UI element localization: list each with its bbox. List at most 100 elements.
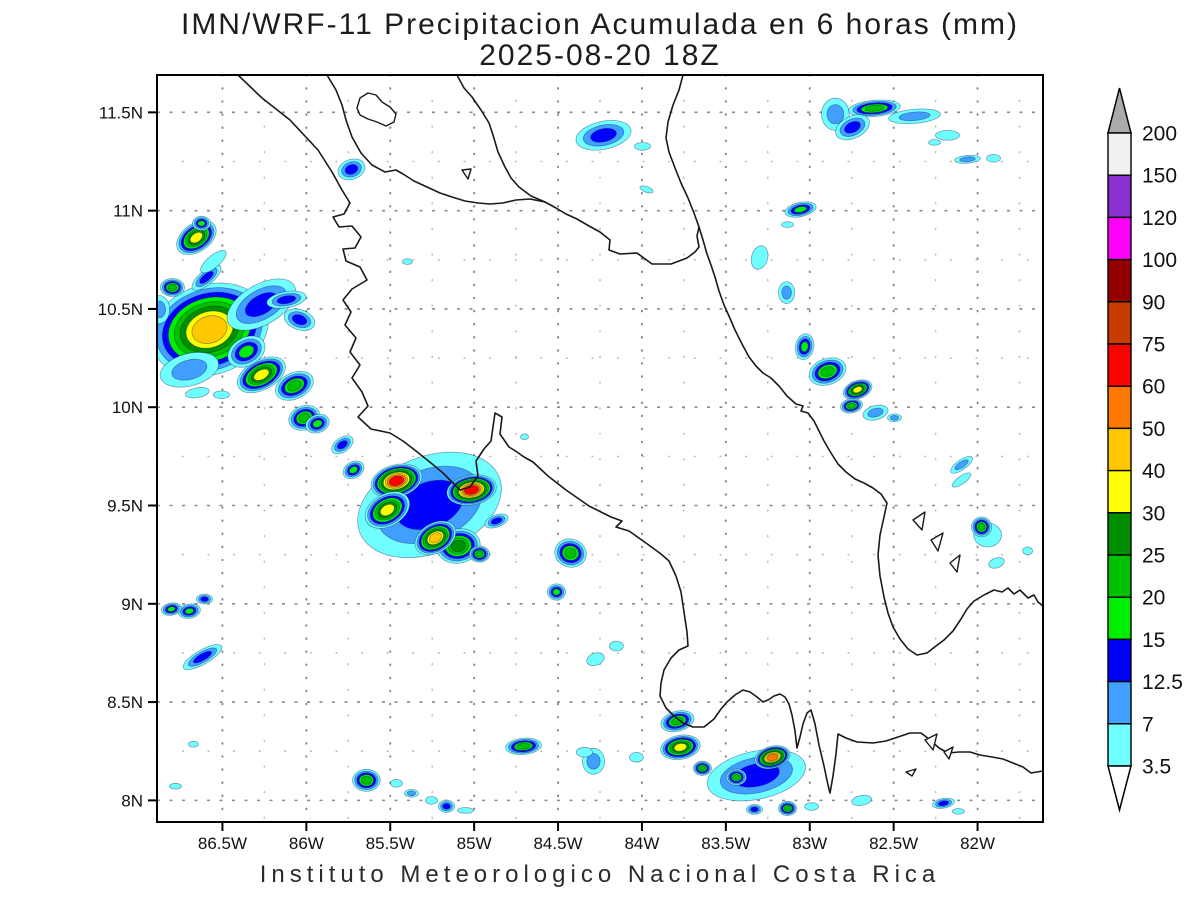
- lake-nicaragua-east-shore: [456, 75, 546, 203]
- precip-cell: [629, 751, 644, 763]
- precip-cell: [425, 796, 438, 805]
- precip-cell: [848, 99, 901, 118]
- precip-cell: [745, 804, 764, 815]
- precip-cell: [200, 249, 227, 274]
- precip-cell: [804, 802, 819, 811]
- x-tick-label: 84W: [624, 834, 659, 853]
- colorbar-tick-label: 200: [1142, 123, 1177, 146]
- colorbar-tick-label: 30: [1142, 502, 1165, 525]
- precip-cell: [692, 760, 712, 776]
- precip-cell: [784, 201, 817, 218]
- colorbar: 200 150 120 100 90 75 60 50 40 30 25 20 15 12.5 7 3.5: [1107, 87, 1183, 813]
- lake-nicaragua-shore-and-san-juan-river: [326, 75, 700, 265]
- x-tick-label: 82W: [960, 834, 995, 853]
- precip-cell: [660, 734, 701, 761]
- y-tick-label: 11N: [113, 202, 143, 221]
- precip-cell: [364, 491, 411, 529]
- precip-cell: [808, 357, 847, 386]
- colorbar-segment: [1107, 258, 1132, 303]
- precip-cell: [182, 644, 223, 671]
- precipitation-field: [157, 97, 1033, 816]
- precip-cell: [305, 413, 330, 434]
- precip-cell: [275, 370, 314, 401]
- precip-cell: [283, 308, 316, 331]
- y-tick-label: 9.5N: [107, 497, 143, 516]
- precip-cell: [609, 640, 624, 652]
- precip-cell: [403, 788, 419, 798]
- precip-cell: [342, 460, 365, 480]
- solentiname-island: [461, 168, 472, 180]
- precip-cell: [575, 746, 593, 758]
- x-tick-label: 86W: [289, 834, 324, 853]
- precip-cell: [390, 778, 403, 788]
- x-tick-label: 83.5W: [701, 834, 750, 853]
- colorbar-segment: [1107, 554, 1132, 598]
- y-tick-label: 10N: [112, 398, 143, 417]
- colorbar-tick-label: 90: [1142, 291, 1165, 314]
- precip-cell: [575, 120, 632, 151]
- x-tick-label: 86.5W: [198, 834, 247, 853]
- colorbar-tick-label: 3.5: [1142, 756, 1171, 779]
- colorbar-tick-label: 40: [1142, 460, 1165, 483]
- y-tick-label: 10.5N: [98, 300, 143, 319]
- colorbar-arrow-bottom: [1107, 765, 1132, 813]
- precip-cell: [750, 245, 769, 270]
- precip-cell: [862, 404, 889, 421]
- precip-cell: [951, 472, 972, 488]
- colorbar-segment: [1107, 216, 1132, 261]
- bocas-del-toro-islands: [912, 511, 961, 573]
- precip-cell: [887, 413, 902, 423]
- precip-cell: [212, 390, 230, 400]
- precip-cell: [227, 335, 266, 368]
- precip-cell: [187, 740, 199, 748]
- precip-cell: [160, 602, 182, 616]
- precip-cell: [237, 356, 286, 394]
- precip-cell: [414, 520, 457, 556]
- precip-cell: [352, 768, 381, 792]
- y-tick-label: 11.5N: [99, 103, 143, 122]
- colorbar-tick-label: 60: [1142, 376, 1165, 399]
- precip-cell: [437, 799, 456, 813]
- precip-cell: [159, 351, 220, 388]
- colorbar-segment: [1107, 680, 1132, 725]
- precip-cell: [725, 768, 747, 786]
- precip-cell: [177, 603, 201, 619]
- precip-cell: [660, 710, 695, 733]
- precip-cell: [639, 185, 654, 194]
- map-frame: [156, 74, 1044, 823]
- precip-cell: [546, 583, 567, 601]
- precip-cell: [794, 333, 815, 360]
- precip-cell: [754, 745, 791, 770]
- colorbar-tick-label: 20: [1142, 587, 1165, 610]
- precip-cell: [446, 474, 497, 506]
- x-tick-label: 82.5W: [869, 834, 918, 853]
- colorbar-segment: [1107, 132, 1132, 176]
- precip-cell: [778, 800, 798, 816]
- coastlines: [237, 75, 1043, 794]
- precip-cell: [357, 451, 502, 559]
- colorbar-segment: [1107, 385, 1132, 430]
- chiriqui-gulf-islands: [905, 733, 954, 777]
- map-title-line1: IMN/WRF-11 Precipitacion Acumulada en 6 …: [181, 8, 1019, 41]
- colorbar-tick-label: 120: [1142, 207, 1177, 230]
- y-tick-label: 9N: [121, 595, 143, 614]
- precip-cell: [520, 433, 529, 441]
- ometepe-island: [356, 92, 397, 127]
- precip-cell: [706, 749, 806, 802]
- footer-institution: Instituto Meteorologico Nacional Costa R…: [260, 861, 941, 888]
- colorbar-segment: [1107, 596, 1132, 641]
- precip-cell: [331, 435, 354, 455]
- precip-cell: [781, 221, 794, 228]
- colorbar-segment: [1107, 427, 1132, 472]
- precip-cell: [191, 215, 212, 231]
- precip-cell: [633, 142, 652, 151]
- colorbar-tick-label: 25: [1142, 545, 1165, 568]
- colorbar-arrow-top: [1107, 87, 1132, 134]
- precip-cell: [1022, 546, 1033, 556]
- precip-cell: [468, 545, 491, 563]
- colorbar-tick-label: 75: [1142, 334, 1165, 357]
- precip-cell: [952, 808, 965, 815]
- colorbar-segment: [1107, 174, 1132, 219]
- y-tick-label: 8N: [121, 791, 143, 810]
- x-tick-label: 83W: [792, 834, 827, 853]
